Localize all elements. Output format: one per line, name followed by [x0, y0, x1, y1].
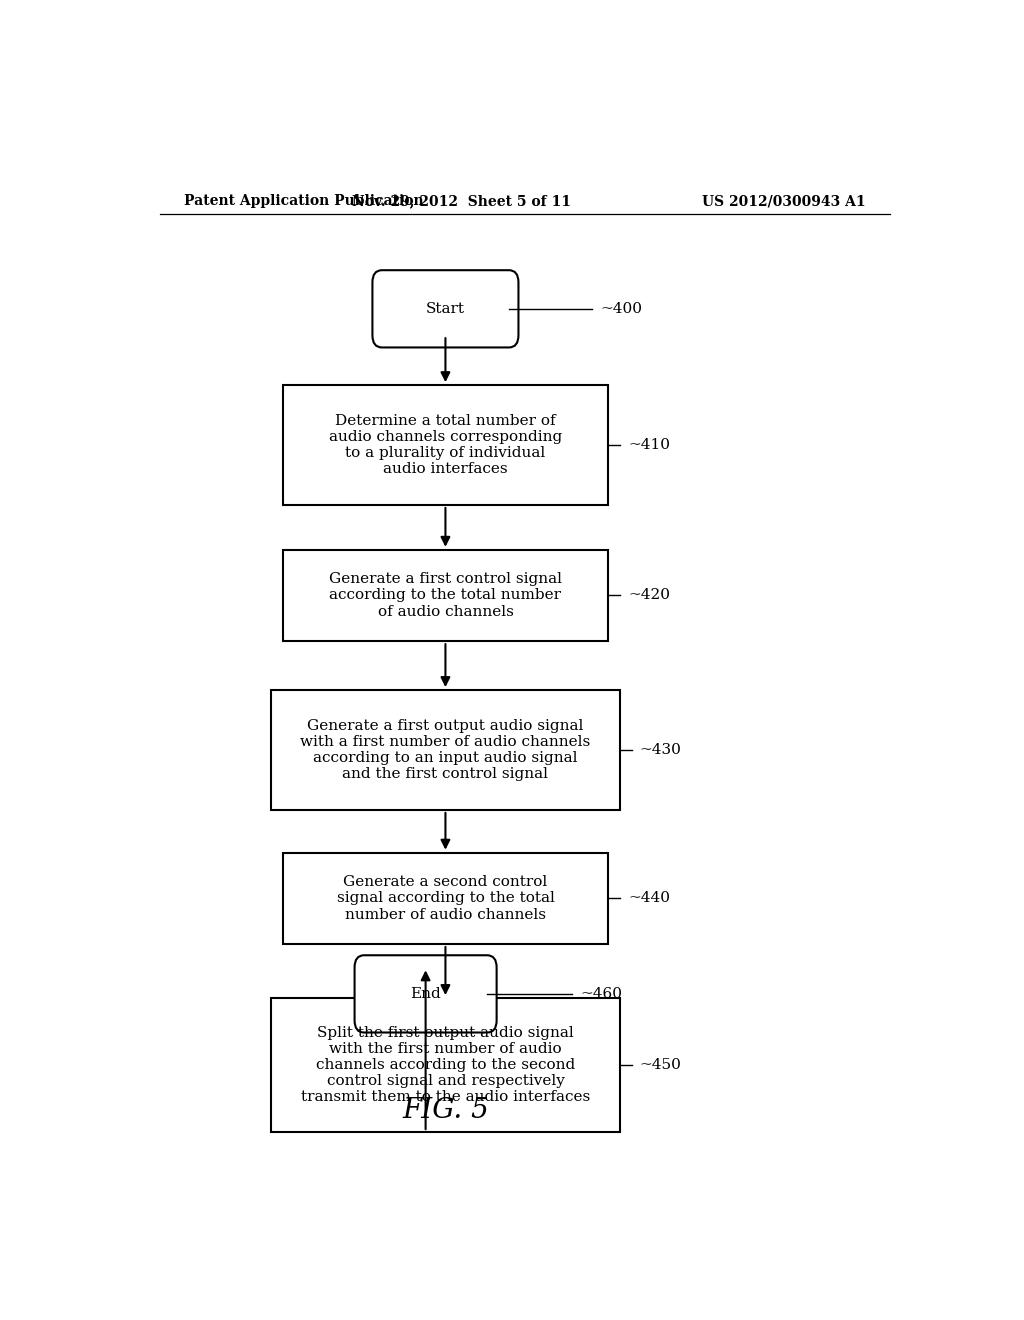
FancyBboxPatch shape: [354, 956, 497, 1032]
Bar: [270, 690, 620, 810]
Text: Generate a first control signal
according to the total number
of audio channels: Generate a first control signal accordin…: [329, 573, 562, 619]
Text: ~440: ~440: [628, 891, 670, 906]
Text: Patent Application Publication: Patent Application Publication: [183, 194, 423, 209]
Bar: [283, 549, 608, 642]
FancyBboxPatch shape: [373, 271, 518, 347]
Text: Determine a total number of
audio channels corresponding
to a plurality of indiv: Determine a total number of audio channe…: [329, 413, 562, 477]
Text: ~460: ~460: [581, 987, 623, 1001]
Text: FIG. 5: FIG. 5: [402, 1097, 488, 1125]
Text: End: End: [411, 987, 441, 1001]
Bar: [283, 853, 608, 944]
Text: Nov. 29, 2012  Sheet 5 of 11: Nov. 29, 2012 Sheet 5 of 11: [352, 194, 570, 209]
Text: Generate a first output audio signal
with a first number of audio channels
accor: Generate a first output audio signal wit…: [300, 718, 591, 781]
Text: ~450: ~450: [640, 1059, 682, 1072]
Text: ~420: ~420: [628, 589, 670, 602]
Text: US 2012/0300943 A1: US 2012/0300943 A1: [702, 194, 866, 209]
Text: Start: Start: [426, 302, 465, 315]
Text: ~400: ~400: [600, 302, 642, 315]
Text: Split the first output audio signal
with the first number of audio
channels acco: Split the first output audio signal with…: [301, 1026, 590, 1105]
Bar: [270, 998, 620, 1133]
Bar: [283, 385, 608, 506]
Text: Generate a second control
signal according to the total
number of audio channels: Generate a second control signal accordi…: [337, 875, 554, 921]
Text: ~430: ~430: [640, 743, 682, 756]
Text: ~410: ~410: [628, 438, 670, 451]
